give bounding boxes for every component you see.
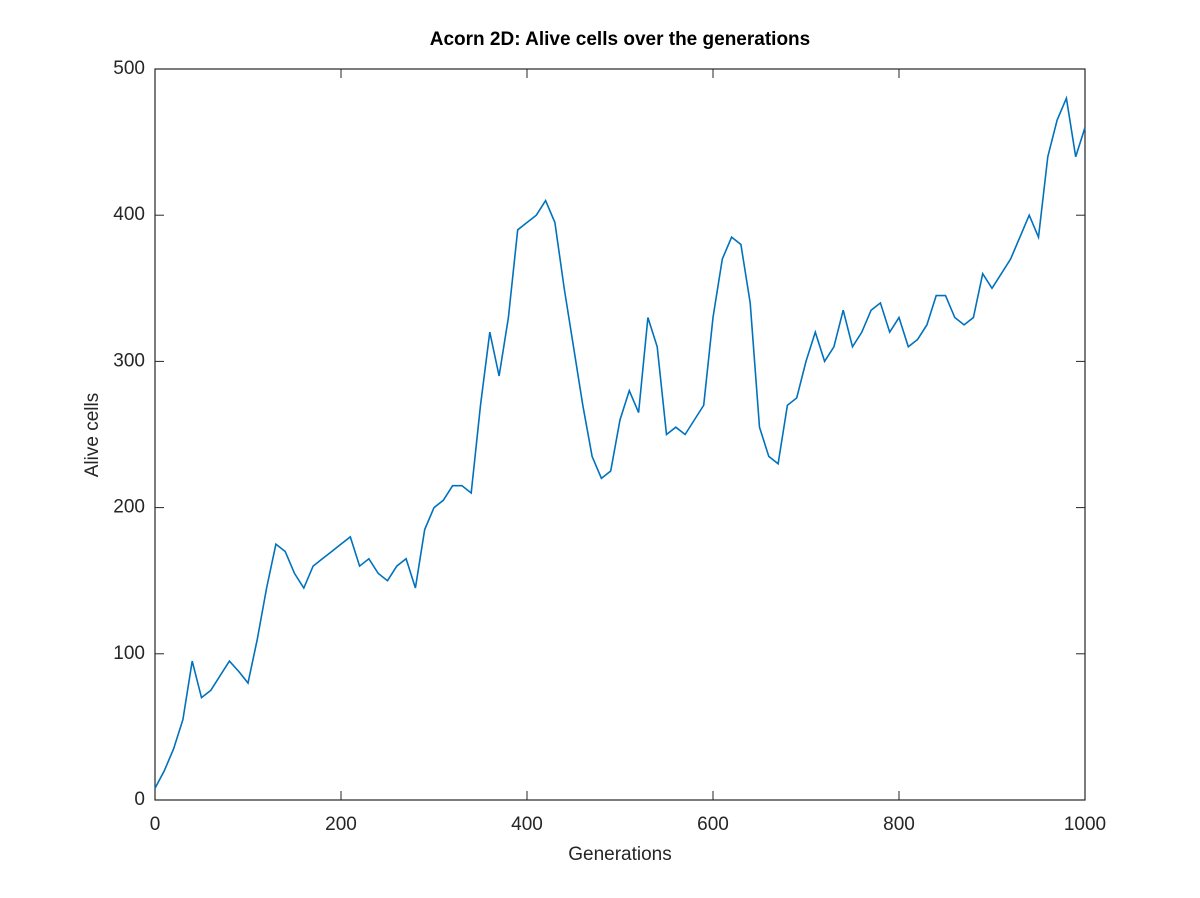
x-tick-label: 1000 bbox=[1064, 814, 1106, 835]
y-tick-label: 500 bbox=[113, 58, 145, 79]
y-tick-label: 300 bbox=[113, 350, 145, 371]
x-tick-label: 400 bbox=[511, 814, 543, 835]
chart-title: Acorn 2D: Alive cells over the generatio… bbox=[430, 29, 810, 50]
y-tick-label: 100 bbox=[113, 643, 145, 664]
y-axis-label: Alive cells bbox=[82, 393, 103, 477]
x-tick-label: 600 bbox=[697, 814, 729, 835]
x-axis-label: Generations bbox=[568, 844, 672, 865]
plot-frame bbox=[154, 68, 1086, 801]
y-tick-label: 400 bbox=[113, 204, 145, 225]
data-line bbox=[154, 95, 1086, 789]
y-tick-label: 0 bbox=[134, 789, 145, 810]
x-tick-label: 800 bbox=[883, 814, 915, 835]
y-tick-label: 200 bbox=[113, 497, 145, 518]
x-tick-label: 0 bbox=[150, 814, 161, 835]
x-tick-label: 200 bbox=[325, 814, 357, 835]
